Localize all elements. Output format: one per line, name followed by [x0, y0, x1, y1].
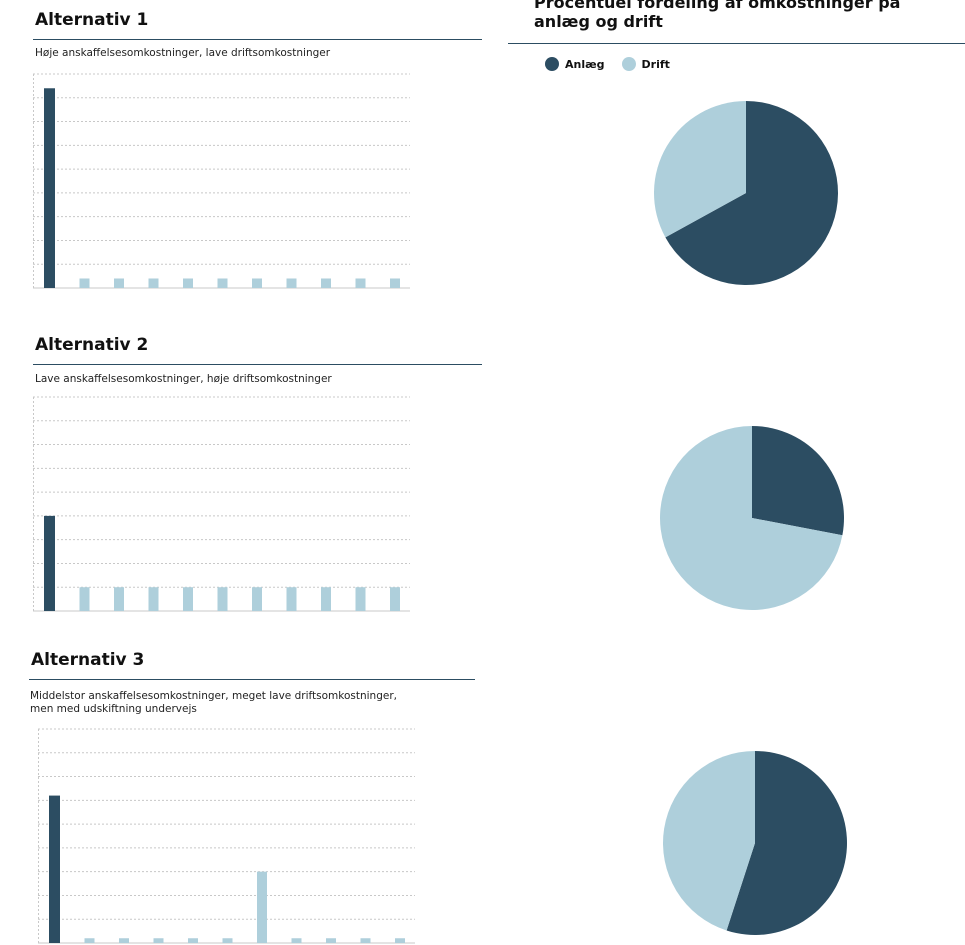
- bar-drift-10: [355, 587, 366, 611]
- alternativ-3-pie-chart: [663, 751, 847, 935]
- bar-drift-5: [188, 938, 198, 943]
- alternativ-3-bar-chart: [38, 728, 415, 944]
- bar-drift-4: [153, 938, 164, 943]
- alternativ-1-bar-chart: [33, 73, 410, 289]
- bar-drift-9: [321, 278, 331, 288]
- alternativ-2-bar-chart: [33, 396, 410, 612]
- bar-drift-11: [390, 587, 400, 611]
- alternativ-3-title: Alternativ 3: [31, 650, 145, 670]
- legend-item-anlaeg: Anlæg: [545, 57, 605, 71]
- pie-panel-title-line-2: anlæg og drift: [534, 12, 663, 31]
- alternativ-2-divider: [33, 364, 482, 365]
- alternativ-3-divider: [29, 679, 475, 680]
- pie-legend: Anlæg Drift: [545, 57, 687, 71]
- alternativ-1-subtitle: Høje anskaffelsesomkostninger, lave drif…: [35, 47, 331, 59]
- bar-drift-10: [355, 278, 366, 288]
- alternativ-1-divider: [33, 39, 482, 40]
- alternativ-3-subtitle-line-2: men med udskiftning undervejs: [30, 703, 197, 715]
- bar-drift-7: [252, 278, 262, 288]
- bar-anlaeg-1: [49, 795, 60, 943]
- bar-drift-8: [286, 278, 297, 288]
- pie-slice-anlaeg: [752, 426, 844, 536]
- alternativ-3-subtitle-line-1: Middelstor anskaffelsesomkostninger, meg…: [30, 690, 397, 702]
- bar-anlaeg-1: [44, 88, 55, 288]
- legend-label-drift: Drift: [641, 57, 670, 71]
- pie-slice-anlaeg: [665, 101, 838, 285]
- bar-drift-3: [119, 938, 129, 943]
- bar-drift-8: [286, 587, 297, 611]
- bar-drift-2: [84, 938, 95, 943]
- pie-slice-drift: [660, 426, 843, 610]
- pie-panel-title-line-1: Procentuel fordeling af omkostninger på: [534, 0, 901, 12]
- legend-swatch-drift: [621, 57, 636, 71]
- bar-drift-2: [79, 278, 90, 288]
- alternativ-1-title: Alternativ 1: [35, 10, 149, 30]
- bar-drift-6: [222, 938, 233, 943]
- bar-anlaeg-1: [44, 515, 55, 611]
- bar-drift-6: [217, 278, 228, 288]
- bar-drift-7: [252, 587, 262, 611]
- pie-slice-anlaeg: [726, 751, 847, 935]
- bar-drift-8: [291, 938, 302, 943]
- bar-drift-5: [183, 278, 193, 288]
- alternativ-2-title: Alternativ 2: [35, 335, 149, 355]
- bar-drift-4: [148, 587, 159, 611]
- bar-drift-9: [326, 938, 336, 943]
- alternativ-2-subtitle: Lave anskaffelsesomkostninger, høje drif…: [35, 373, 332, 385]
- legend-item-drift: Drift: [621, 57, 670, 71]
- bar-drift-11: [390, 278, 400, 288]
- pie-slice-drift: [654, 101, 746, 238]
- legend-label-anlaeg: Anlæg: [565, 57, 605, 71]
- bar-drift-2: [79, 587, 90, 611]
- bar-drift-3: [114, 587, 124, 611]
- bar-drift-5: [183, 587, 193, 611]
- bar-drift-7: [257, 871, 267, 943]
- legend-swatch-anlaeg: [545, 57, 559, 71]
- bar-drift-4: [148, 278, 159, 288]
- bar-drift-11: [395, 938, 405, 943]
- pie-slice-drift: [663, 751, 755, 931]
- alternativ-1-pie-chart: [654, 101, 838, 285]
- bar-drift-3: [114, 278, 124, 288]
- bar-drift-6: [217, 587, 228, 611]
- alternativ-2-pie-chart: [660, 426, 844, 610]
- bar-drift-9: [321, 587, 331, 611]
- pie-panel-divider: [508, 43, 965, 44]
- bar-drift-10: [360, 938, 371, 943]
